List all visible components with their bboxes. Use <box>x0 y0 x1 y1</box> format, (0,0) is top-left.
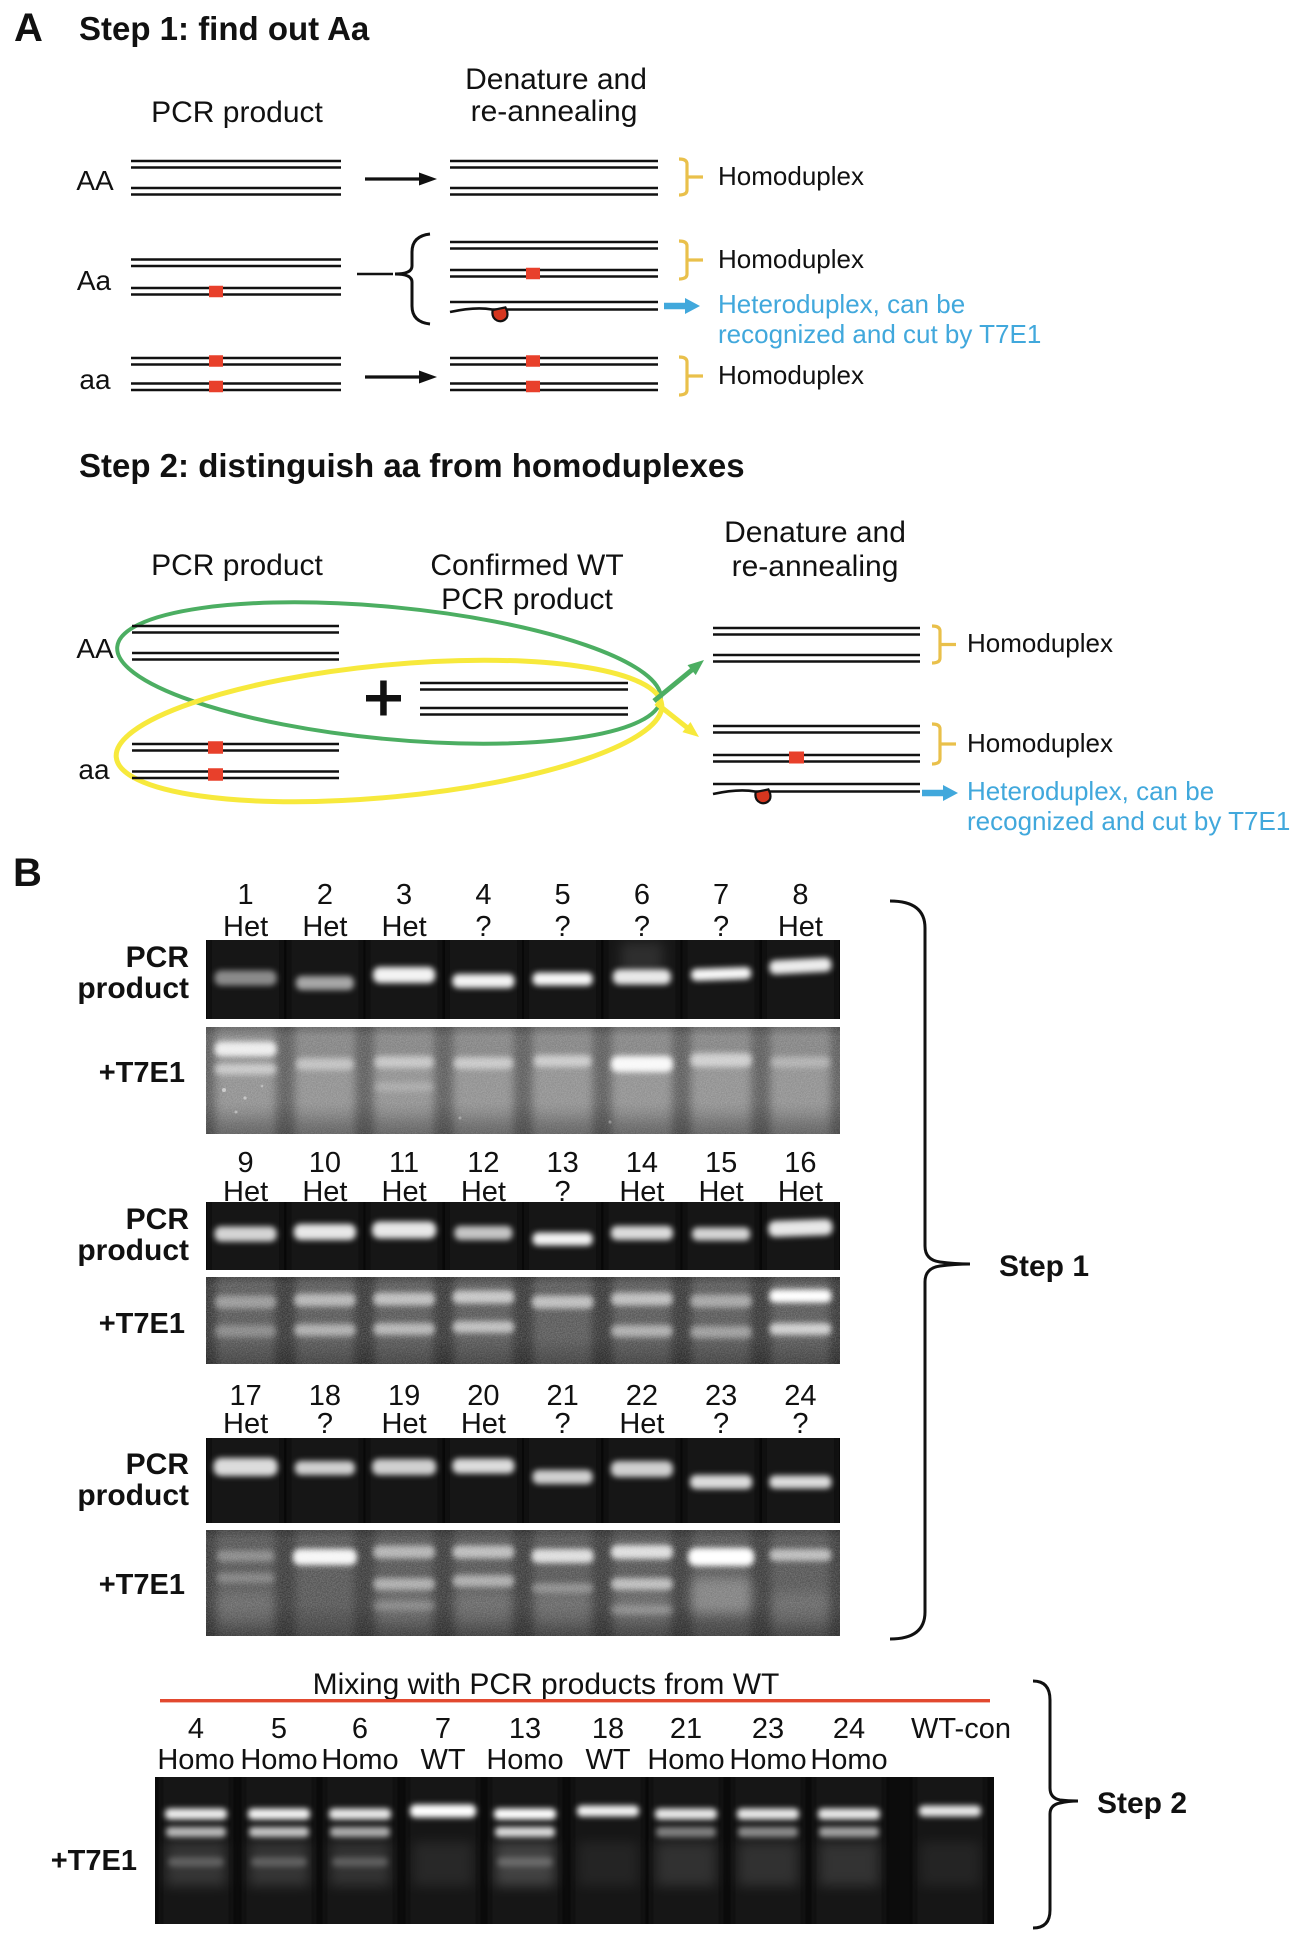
svg-text:6: 6 <box>634 879 650 911</box>
svg-text:recognized and cut by T7E1: recognized and cut by T7E1 <box>718 319 1041 349</box>
svg-text:recognized and cut by T7E1: recognized and cut by T7E1 <box>967 806 1290 836</box>
svg-text:7: 7 <box>713 879 729 911</box>
svg-text:WT-con: WT-con <box>911 1713 1011 1745</box>
svg-text:16: 16 <box>784 1147 816 1179</box>
svg-text:Homo: Homo <box>157 1744 234 1776</box>
svg-text:PCR product: PCR product <box>151 96 323 129</box>
svg-text:product: product <box>77 1479 189 1512</box>
svg-text:Heteroduplex, can be: Heteroduplex, can be <box>718 289 965 319</box>
svg-text:19: 19 <box>388 1380 420 1412</box>
svg-text:PCR product: PCR product <box>151 549 323 582</box>
svg-text:3: 3 <box>396 879 412 911</box>
svg-text:Step 1: find out Aa: Step 1: find out Aa <box>79 10 370 47</box>
svg-text:re-annealing: re-annealing <box>471 95 638 128</box>
svg-text:4: 4 <box>475 879 491 911</box>
svg-text:A: A <box>14 6 43 50</box>
svg-text:Homo: Homo <box>240 1744 317 1776</box>
svg-text:WT: WT <box>585 1744 630 1776</box>
svg-text:12: 12 <box>467 1147 499 1179</box>
svg-text:Homoduplex: Homoduplex <box>718 161 864 191</box>
svg-text:Het: Het <box>382 1408 427 1440</box>
svg-text:13: 13 <box>546 1147 578 1179</box>
svg-text:?: ? <box>634 911 650 943</box>
svg-text:10: 10 <box>309 1147 341 1179</box>
svg-text:Homo: Homo <box>486 1744 563 1776</box>
svg-text:1: 1 <box>238 879 254 911</box>
svg-text:Denature and: Denature and <box>724 516 906 549</box>
svg-text:23: 23 <box>705 1380 737 1412</box>
svg-text:7: 7 <box>435 1713 451 1745</box>
svg-text:aa: aa <box>79 364 111 395</box>
svg-text:Homoduplex: Homoduplex <box>967 728 1113 758</box>
svg-text:Homoduplex: Homoduplex <box>718 244 864 274</box>
svg-text:PCR: PCR <box>126 1203 190 1236</box>
svg-text:?: ? <box>792 1408 808 1440</box>
svg-text:18: 18 <box>592 1713 624 1745</box>
svg-text:17: 17 <box>229 1380 261 1412</box>
svg-text:PCR: PCR <box>126 1448 190 1481</box>
svg-text:21: 21 <box>670 1713 702 1745</box>
svg-text:5: 5 <box>271 1713 287 1745</box>
svg-text:13: 13 <box>509 1713 541 1745</box>
svg-text:Heteroduplex, can be: Heteroduplex, can be <box>967 776 1214 806</box>
svg-text:14: 14 <box>626 1147 658 1179</box>
svg-text:Het: Het <box>461 1408 506 1440</box>
svg-text:+T7E1: +T7E1 <box>99 1569 185 1601</box>
svg-text:WT: WT <box>420 1744 465 1776</box>
svg-text:5: 5 <box>555 879 571 911</box>
svg-text:4: 4 <box>188 1713 204 1745</box>
svg-text:2: 2 <box>317 879 333 911</box>
svg-text:?: ? <box>555 1176 571 1208</box>
svg-text:?: ? <box>713 1408 729 1440</box>
svg-text:Het: Het <box>302 911 347 943</box>
svg-text:20: 20 <box>467 1380 499 1412</box>
svg-text:Step 1: Step 1 <box>999 1250 1089 1283</box>
svg-text:22: 22 <box>626 1380 658 1412</box>
svg-text:24: 24 <box>833 1713 865 1745</box>
svg-text:PCR: PCR <box>126 941 190 974</box>
svg-text:?: ? <box>555 1408 571 1440</box>
svg-text:Homoduplex: Homoduplex <box>718 360 864 390</box>
svg-text:+T7E1: +T7E1 <box>99 1057 185 1089</box>
svg-text:Homo: Homo <box>321 1744 398 1776</box>
svg-text:Het: Het <box>778 911 823 943</box>
svg-text:B: B <box>13 851 42 895</box>
svg-text:23: 23 <box>752 1713 784 1745</box>
svg-text:product: product <box>77 972 189 1005</box>
svg-text:11: 11 <box>389 1147 419 1179</box>
svg-text:Het: Het <box>223 1408 268 1440</box>
svg-text:re-annealing: re-annealing <box>732 550 899 583</box>
svg-text:Mixing with PCR products from: Mixing with PCR products from WT <box>313 1668 780 1701</box>
svg-text:Confirmed WT: Confirmed WT <box>430 549 623 582</box>
svg-text:18: 18 <box>309 1380 341 1412</box>
svg-text:Step 2: Step 2 <box>1097 1787 1187 1820</box>
svg-text:15: 15 <box>705 1147 737 1179</box>
svg-text:24: 24 <box>784 1380 816 1412</box>
svg-text:AA: AA <box>76 633 114 664</box>
svg-text:?: ? <box>317 1408 333 1440</box>
svg-text:Denature and: Denature and <box>465 63 647 96</box>
svg-text:?: ? <box>713 911 729 943</box>
svg-text:6: 6 <box>352 1713 368 1745</box>
svg-text:Homo: Homo <box>729 1744 806 1776</box>
svg-text:Het: Het <box>382 911 427 943</box>
svg-text:8: 8 <box>792 879 808 911</box>
svg-text:?: ? <box>475 911 491 943</box>
svg-text:?: ? <box>555 911 571 943</box>
svg-text:9: 9 <box>238 1147 254 1179</box>
svg-text:Homo: Homo <box>647 1744 724 1776</box>
svg-text:Het: Het <box>619 1408 664 1440</box>
svg-text:product: product <box>77 1234 189 1267</box>
svg-text:Het: Het <box>223 911 268 943</box>
svg-text:+T7E1: +T7E1 <box>99 1308 185 1340</box>
svg-text:PCR product: PCR product <box>441 583 613 616</box>
svg-text:Homo: Homo <box>810 1744 887 1776</box>
svg-text:AA: AA <box>76 165 114 196</box>
svg-text:+T7E1: +T7E1 <box>51 1845 137 1877</box>
svg-text:aa: aa <box>78 754 110 785</box>
svg-text:Step 2: distinguish aa from ho: Step 2: distinguish aa from homoduplexes <box>79 447 745 484</box>
svg-text:Aa: Aa <box>77 265 112 296</box>
svg-text:21: 21 <box>546 1380 578 1412</box>
svg-text:Homoduplex: Homoduplex <box>967 628 1113 658</box>
